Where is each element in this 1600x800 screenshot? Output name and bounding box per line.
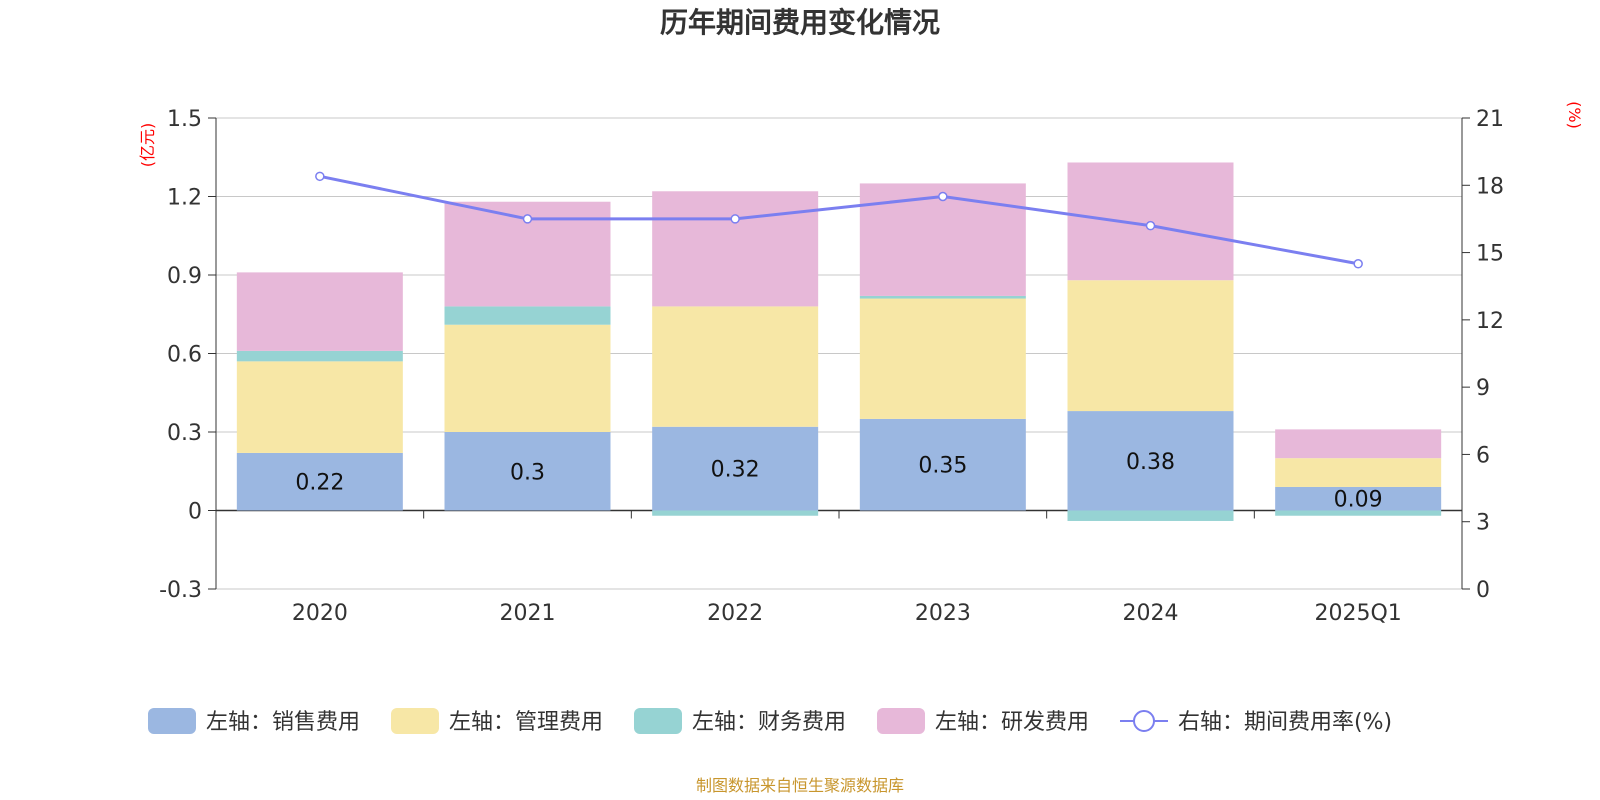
left-axis-tick-label: 1.2 <box>167 186 202 211</box>
bar-segment <box>1067 280 1234 412</box>
legend-item[interactable]: 右轴：期间费用率(%) <box>1120 710 1392 735</box>
left-axis-tick-label: 1.5 <box>167 107 202 132</box>
bar-segment <box>1275 429 1442 459</box>
bar-segment <box>652 306 819 427</box>
bar-segment <box>444 324 611 432</box>
left-axis-tick-label: 0.3 <box>167 421 202 446</box>
rate-point <box>522 214 533 224</box>
legend-swatch-icon <box>391 708 439 734</box>
x-axis-tick-label: 2025Q1 <box>1315 601 1402 626</box>
legend-swatch-icon <box>634 708 682 734</box>
left-axis-tick-label: 0 <box>188 500 202 525</box>
data-label: 0.09 <box>1334 488 1383 513</box>
legend-label: 左轴：管理费用 <box>449 710 603 735</box>
data-label: 0.38 <box>1126 450 1175 475</box>
right-axis-tick-label: 18 <box>1476 174 1504 199</box>
rate-line-path <box>319 174 1359 266</box>
bar-segment <box>444 306 611 325</box>
rate-point <box>315 171 325 182</box>
legend-item[interactable]: 左轴：财务费用 <box>634 708 846 735</box>
legend-item[interactable]: 左轴：销售费用 <box>148 708 360 735</box>
bar-segment <box>652 510 819 516</box>
rate-point <box>730 214 740 224</box>
bar-segment <box>236 361 403 453</box>
source-note: 制图数据来自恒生聚源数据库 <box>696 776 904 795</box>
x-axis-tick-label: 2024 <box>1123 601 1179 626</box>
axes: 1.5 1.2 0.9 0.6 0.3 0 -0.3 21 18 15 12 9 6 3 0 2020 2021… <box>159 107 1504 626</box>
left-axis-unit: (亿元) <box>138 123 157 168</box>
right-axis-unit: (%) <box>1565 101 1584 129</box>
bar-segment <box>1067 411 1234 511</box>
legend-swatch-icon <box>877 708 925 734</box>
legend-label: 左轴：财务费用 <box>692 710 846 735</box>
x-axis-tick-label: 2020 <box>292 601 348 626</box>
legend-label: 左轴：研发费用 <box>935 710 1089 735</box>
bar-segment <box>652 426 819 511</box>
legend-label: 左轴：销售费用 <box>206 710 360 735</box>
bar-segment <box>859 418 1026 511</box>
bar-segment <box>652 191 819 307</box>
legend-label: 右轴：期间费用率(%) <box>1178 710 1392 735</box>
right-axis-tick-label: 0 <box>1476 578 1490 603</box>
right-axis-tick-label: 9 <box>1476 376 1490 401</box>
chart-title: 历年期间费用变化情况 <box>660 6 940 39</box>
bars <box>236 162 1442 521</box>
bar-segment <box>236 272 403 351</box>
bar-segment <box>444 432 611 511</box>
data-label: 0.3 <box>510 460 545 485</box>
right-axis-tick-label: 6 <box>1476 443 1490 468</box>
x-axis-tick-label: 2021 <box>500 601 556 626</box>
bar-segment <box>1067 510 1234 521</box>
rate-line <box>315 171 1363 269</box>
right-axis-tick-label: 15 <box>1476 242 1504 267</box>
data-label: 0.32 <box>711 458 760 483</box>
right-axis-tick-label: 12 <box>1476 309 1504 334</box>
bar-segment <box>859 295 1026 299</box>
right-axis-tick-label: 3 <box>1476 511 1490 536</box>
legend: 左轴：销售费用 左轴：管理费用 左轴：财务费用 左轴：研发费用 右轴：期间费用率(%) <box>148 708 1392 735</box>
legend-item[interactable]: 左轴：研发费用 <box>877 708 1089 735</box>
x-axis-tick-label: 2023 <box>915 601 971 626</box>
rate-point <box>1353 259 1363 269</box>
bar-segment <box>859 298 1026 419</box>
left-axis-tick-label: 0.6 <box>167 343 202 368</box>
data-label: 0.35 <box>918 454 967 479</box>
bar-segment <box>1275 458 1442 487</box>
bar-segment <box>236 350 403 362</box>
right-axis-tick-label: 21 <box>1476 107 1504 132</box>
rate-point <box>938 191 948 202</box>
x-axis-tick-label: 2022 <box>707 601 763 626</box>
legend-swatch-icon <box>148 708 196 734</box>
rate-point <box>1145 220 1156 231</box>
left-axis-tick-label: -0.3 <box>159 578 202 603</box>
bar-segment <box>1275 510 1442 516</box>
bar-segment <box>1275 486 1442 511</box>
legend-circle-icon <box>1133 710 1155 732</box>
legend-item[interactable]: 左轴：管理费用 <box>391 708 603 735</box>
data-labels: 0.22 0.3 0.32 0.35 0.38 0.09 <box>295 450 1382 513</box>
data-label: 0.22 <box>295 471 344 496</box>
left-axis-tick-label: 0.9 <box>167 264 202 289</box>
bar-segment <box>236 452 403 511</box>
